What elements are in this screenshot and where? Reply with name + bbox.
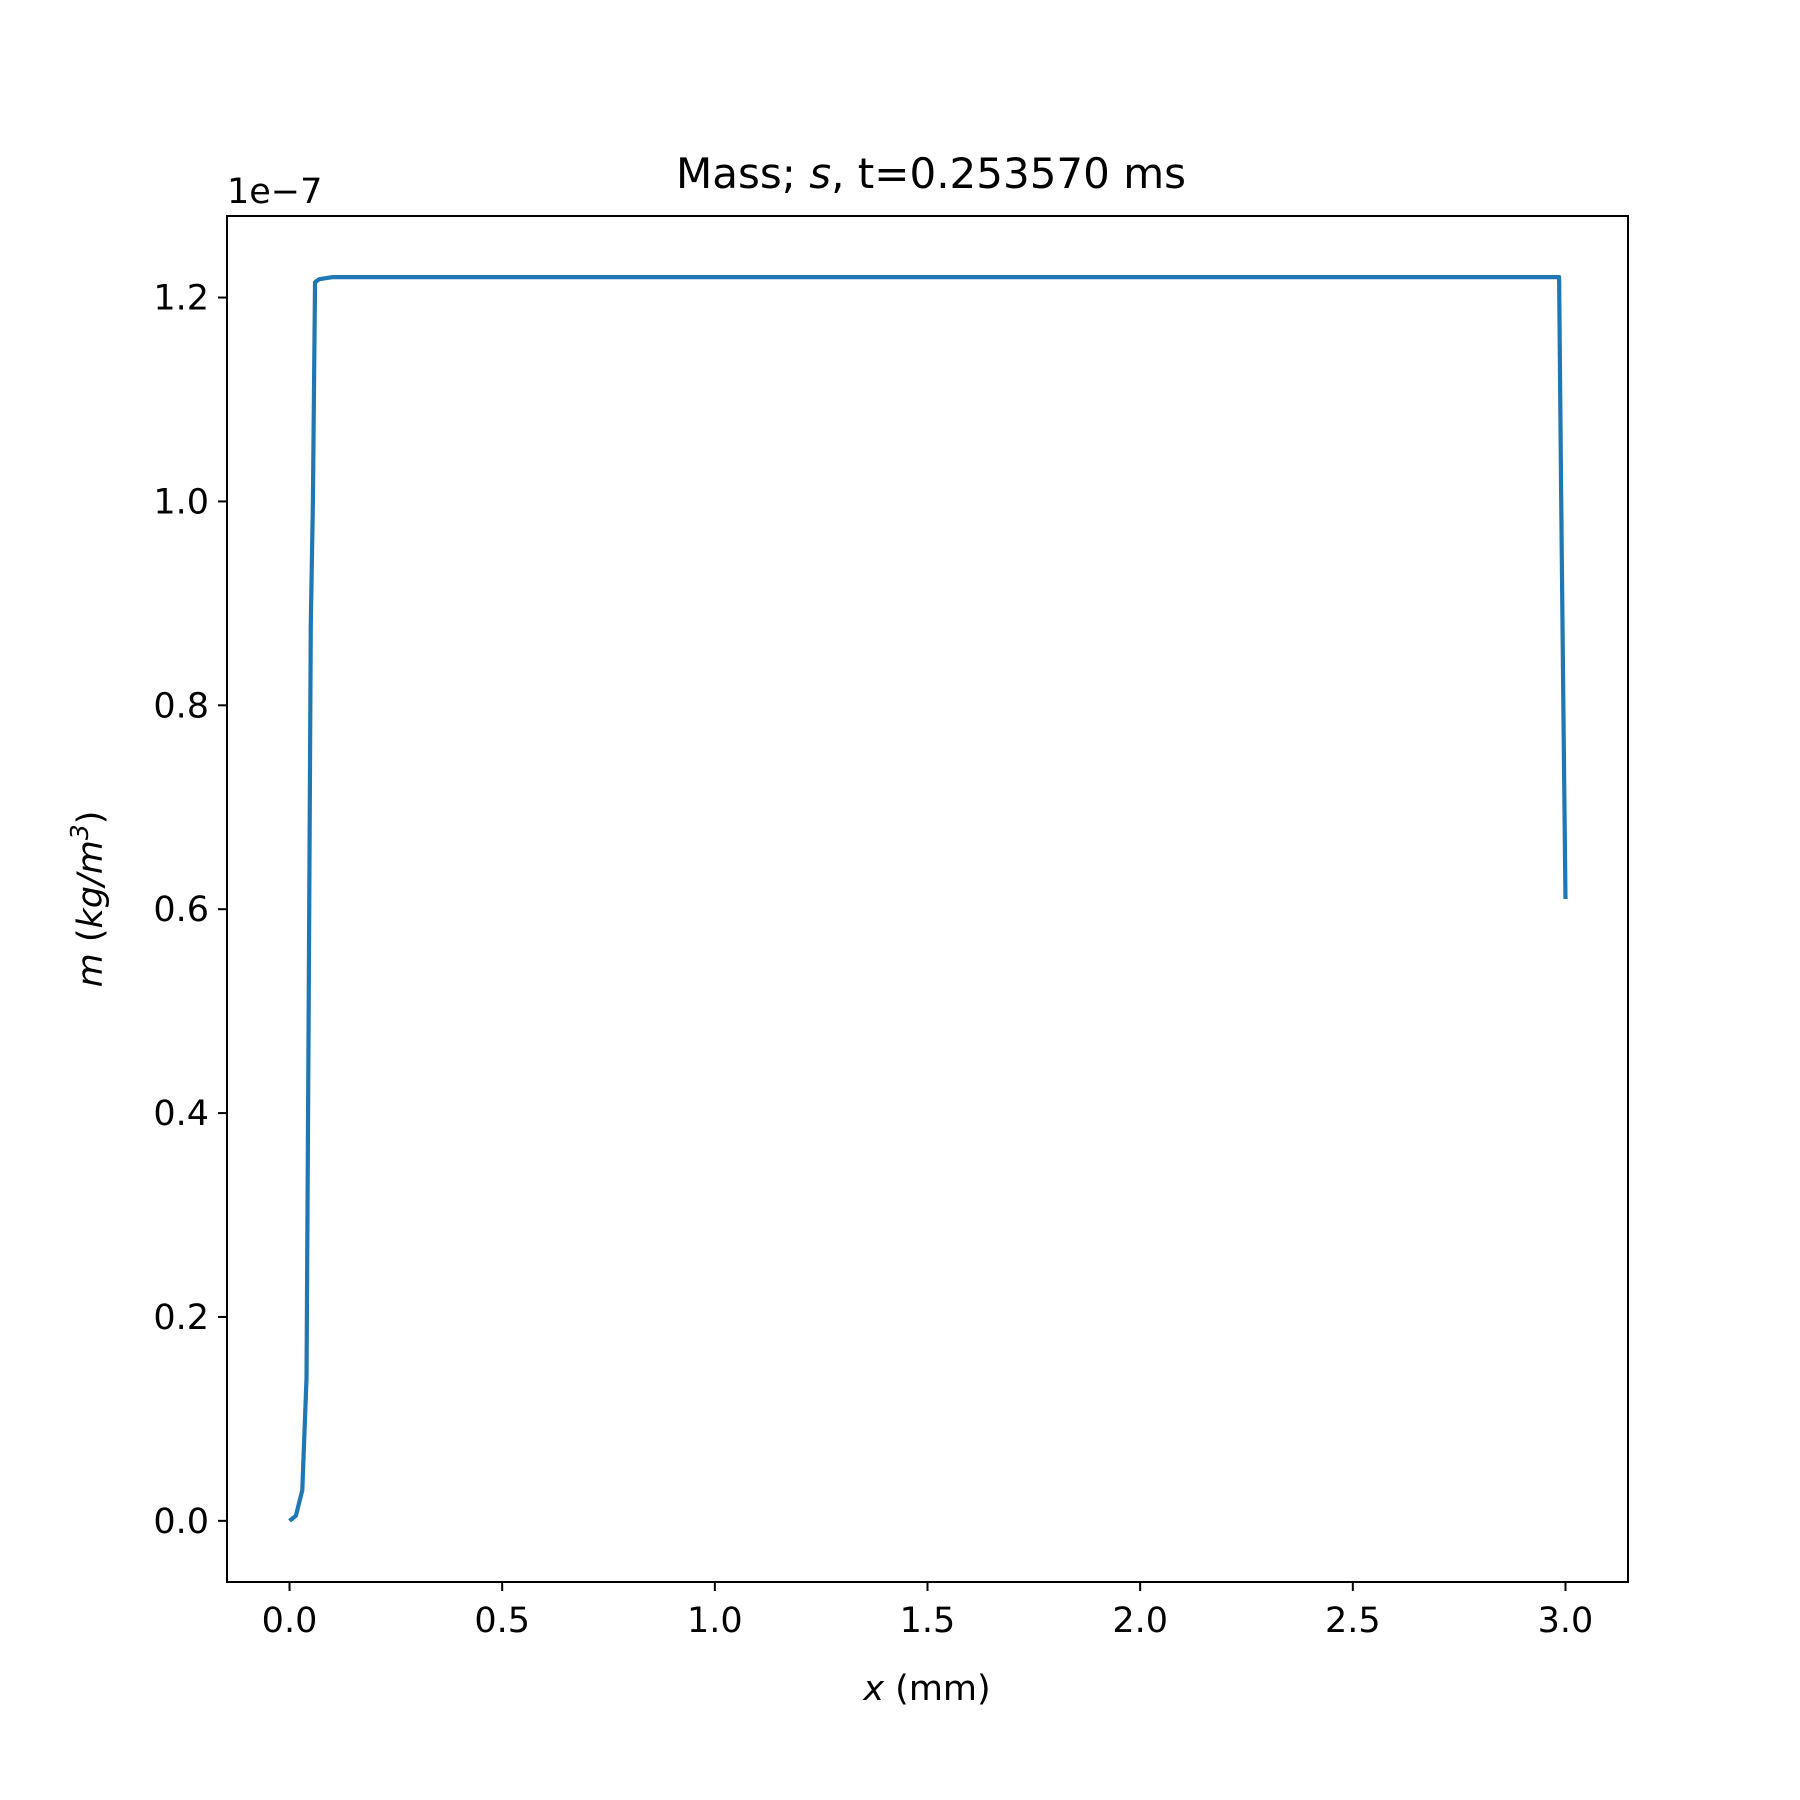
y-tick-label: 0.0 [153, 1502, 209, 1542]
y-tick-label: 0.6 [153, 890, 209, 930]
x-tick-label: 3.0 [1538, 1601, 1594, 1641]
y-axis-label: m (kg/m3) [65, 811, 111, 988]
y-axis-label-close: ) [71, 811, 111, 825]
y-tick-label: 0.4 [153, 1094, 209, 1134]
y-tick-label: 0.8 [153, 686, 209, 726]
y-tick-label: 1.0 [153, 482, 209, 522]
chart-title: Mass; s, t=0.253570 ms [676, 149, 1186, 198]
x-tick-label: 1.5 [900, 1601, 956, 1641]
x-tick-label: 0.5 [474, 1601, 530, 1641]
x-tick-label: 0.0 [262, 1601, 318, 1641]
y-axis-label-symbol: m [71, 953, 111, 987]
x-tick-label: 2.0 [1112, 1601, 1168, 1641]
y-axis-label-exp: 3 [65, 824, 94, 840]
plot-area: 0.0 0.5 1.0 1.5 2.0 2.5 3.0 0.0 0.2 0.4 0.6 0.8 1.0 1… [153, 275, 1594, 1641]
x-axis-label-symbol: x [862, 1669, 884, 1709]
y-axis-label-base: kg/m [71, 840, 111, 928]
y-tick-label: 1.2 [153, 279, 209, 319]
x-tick-label: 1.0 [687, 1601, 743, 1641]
chart-title-prefix: Mass; [676, 149, 809, 198]
y-axis-label-open: ( [71, 929, 111, 954]
chart-title-suffix: , t=0.253570 ms [831, 149, 1186, 198]
x-tick-label: 2.5 [1325, 1601, 1381, 1641]
chart-title-symbol: s [809, 149, 831, 198]
y-offset-text: 1e−7 [227, 172, 322, 212]
series-line-0 [288, 275, 1568, 1523]
axes-frame [226, 215, 1629, 1583]
x-axis-label-unit: (mm) [884, 1669, 991, 1709]
y-tick-label: 0.2 [153, 1298, 209, 1338]
x-axis-label: x (mm) [862, 1669, 990, 1709]
